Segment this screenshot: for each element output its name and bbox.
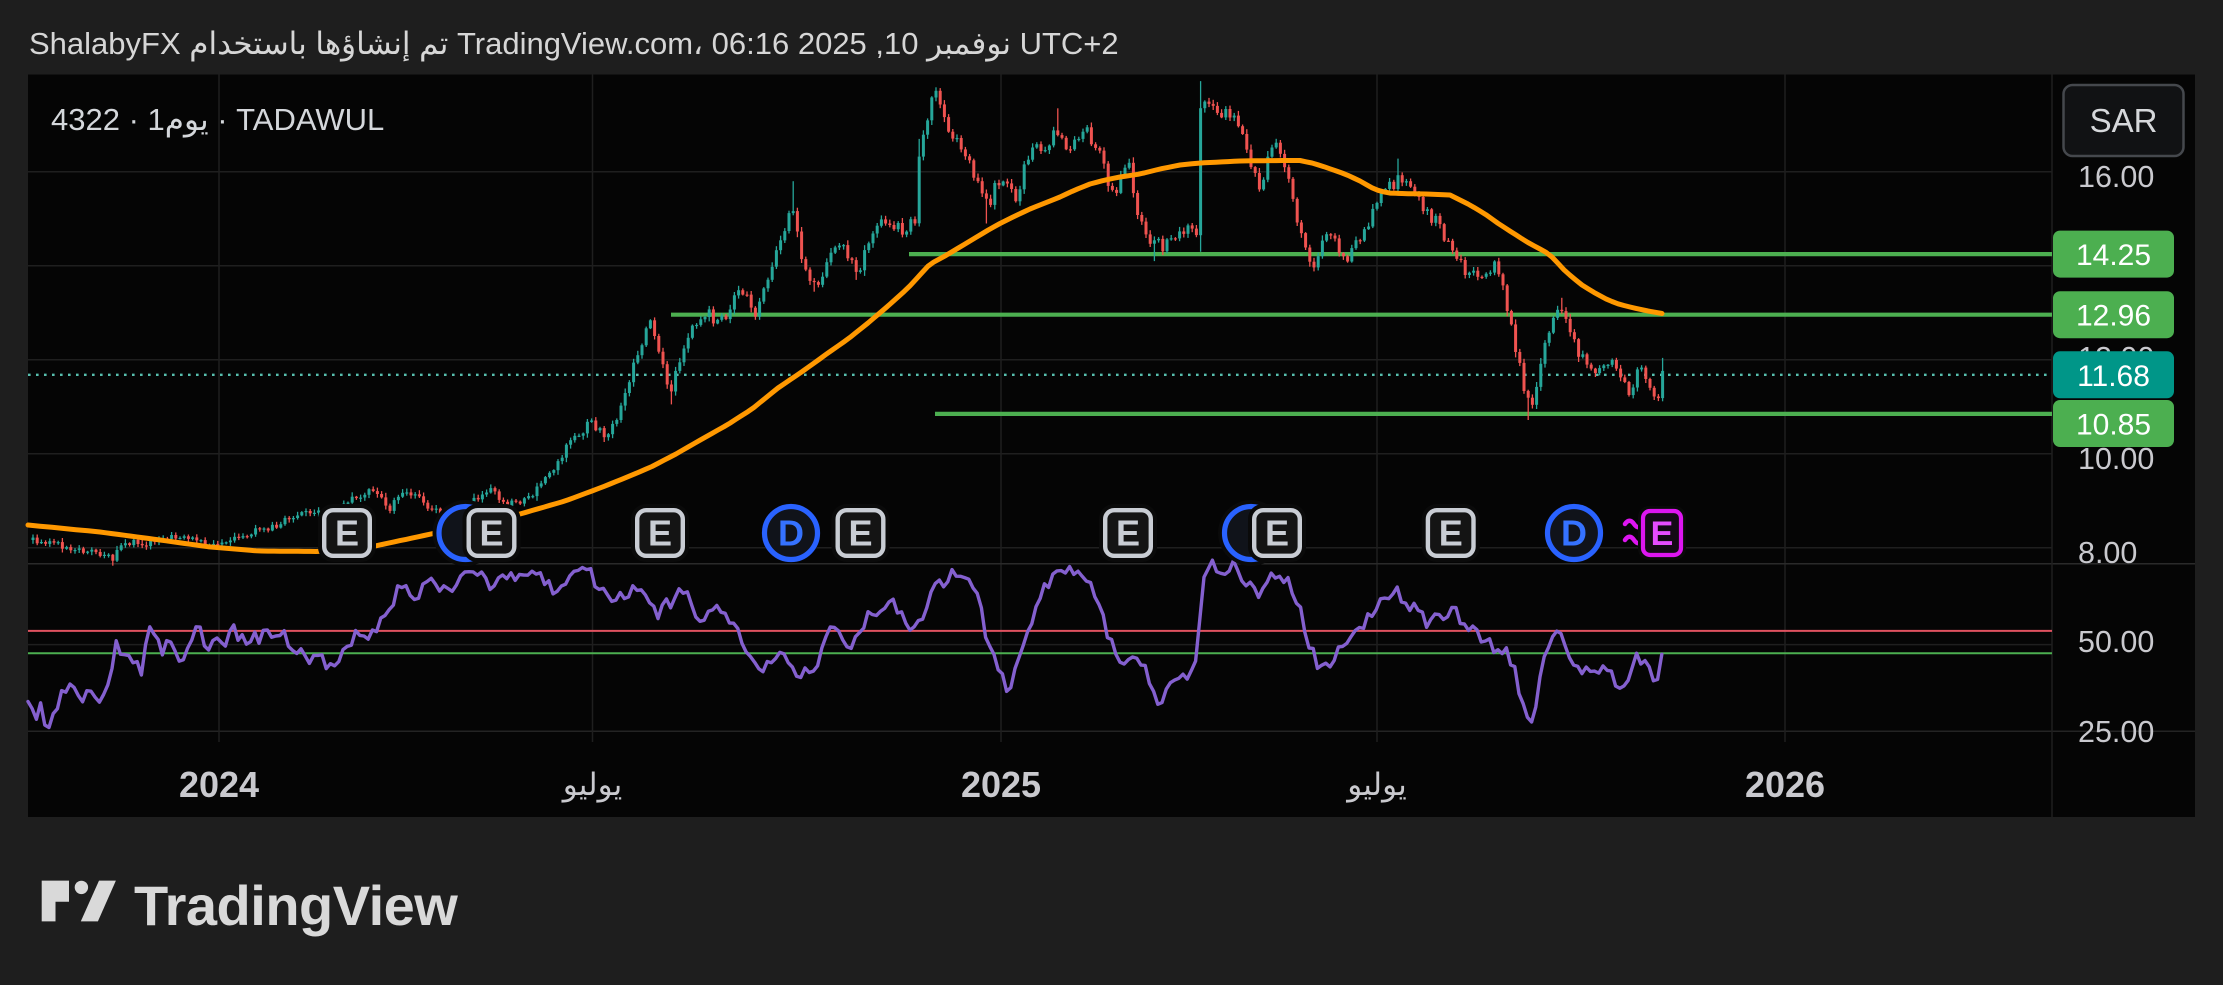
svg-text:16.00: 16.00 [2078,160,2154,194]
svg-text:50.00: 50.00 [2078,625,2154,659]
svg-text:يوليو: يوليو [561,767,622,803]
svg-text:12.96: 12.96 [2076,300,2151,333]
svg-text:10.00: 10.00 [2078,442,2154,476]
svg-text:يوليو: يوليو [1345,767,1406,803]
svg-text:E: E [648,513,672,554]
svg-text:E: E [335,513,359,554]
svg-text:E: E [1265,513,1289,554]
svg-text:2026: 2026 [1745,764,1825,805]
svg-text:SAR: SAR [2090,102,2158,139]
svg-text:11.68: 11.68 [2077,360,2150,393]
svg-text:E: E [479,513,503,554]
svg-text:2024: 2024 [179,764,259,805]
svg-text:14.25: 14.25 [2076,239,2151,272]
svg-text:2025: 2025 [961,764,1041,805]
svg-text:E: E [1116,513,1140,554]
svg-text:E: E [848,513,872,554]
svg-text:D: D [778,513,804,554]
svg-text:10.85: 10.85 [2076,409,2151,442]
svg-text:25.00: 25.00 [2078,715,2154,749]
svg-text:8.00: 8.00 [2078,536,2137,570]
svg-text:D: D [1561,513,1587,554]
svg-text:E: E [1651,515,1674,553]
svg-text:E: E [1439,513,1463,554]
